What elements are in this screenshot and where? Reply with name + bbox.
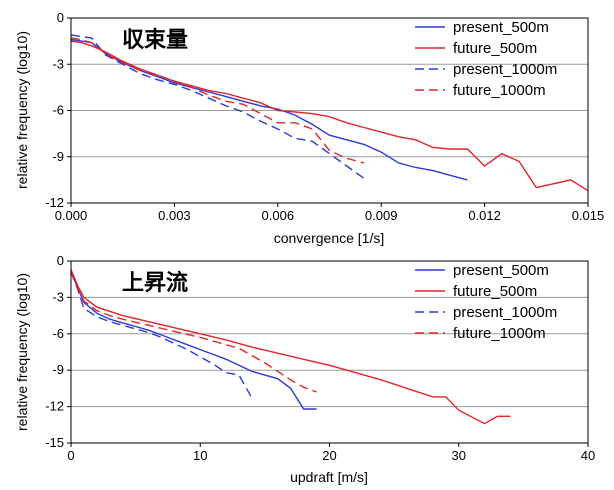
x-axis-label: updraft [m/s] (290, 469, 368, 485)
y-tick-label: -12 (45, 195, 64, 210)
updraft-chart: 0-3-6-9-12-150 10 20 30 40 updraft [m/s] rel… (14, 253, 595, 485)
legend-label: future_1000m (453, 82, 546, 99)
y-axis-label: relative frequency (log10) (14, 273, 30, 431)
y-axis-label: relative frequency (log10) (14, 31, 30, 189)
x-axis-label: convergence [1/s] (274, 230, 385, 246)
x-tick-label: 20 (322, 448, 336, 463)
series-line-future_500m (70, 40, 589, 192)
x-tick-label: 0.009 (365, 208, 398, 223)
legend-label: future_1000m (453, 325, 546, 342)
legend-label: present_500m (453, 19, 549, 36)
y-tick-label: 0 (57, 253, 64, 268)
legend-label: present_500m (453, 262, 549, 279)
x-tick-label: 0.006 (262, 208, 295, 223)
series-line-present_500m (70, 270, 317, 410)
y-tick-label: -6 (52, 103, 64, 118)
series-line-present_500m (70, 38, 468, 181)
y-tick-label: 0 (57, 10, 64, 25)
x-tick-label: 0.003 (158, 208, 191, 223)
legend-label: future_500m (453, 40, 537, 57)
legend-label: present_1000m (453, 304, 557, 321)
legend-label: future_500m (453, 283, 537, 300)
legend-label: present_1000m (453, 61, 557, 78)
legend: present_500m future_500m present_1000mfutu… (415, 262, 557, 342)
x-tick-label: 0.015 (572, 208, 605, 223)
x-tick-label: 0.000 (55, 208, 88, 223)
x-tick-label: 30 (452, 448, 466, 463)
y-tick-label: -3 (52, 56, 64, 71)
x-tick-label: 10 (193, 448, 207, 463)
x-tick-label: 40 (581, 448, 595, 463)
y-tick-label: -12 (45, 399, 64, 414)
x-tick-label: 0.012 (468, 208, 501, 223)
x-tick-label: 0 (67, 448, 74, 463)
series-line-future_1000m (70, 271, 317, 393)
y-tick-label: -15 (45, 435, 64, 450)
legend: present_500m future_500m present_1000mfutu… (415, 19, 557, 99)
y-tick-label: -6 (52, 326, 64, 341)
series-line-future_500m (70, 269, 511, 425)
series-line-present_1000m (70, 271, 253, 399)
y-tick-label: -9 (52, 149, 64, 164)
annotation-title: 収束量 (122, 27, 188, 53)
series-line-present_1000m (70, 34, 365, 179)
y-tick-label: -3 (52, 289, 64, 304)
y-tick-label: -9 (52, 362, 64, 377)
annotation-title: 上昇流 (122, 270, 188, 296)
convergence-chart: 0 -3 -6 -9 -120.000 0.003 0.006 0.009 0.012 0.015… (14, 10, 604, 246)
